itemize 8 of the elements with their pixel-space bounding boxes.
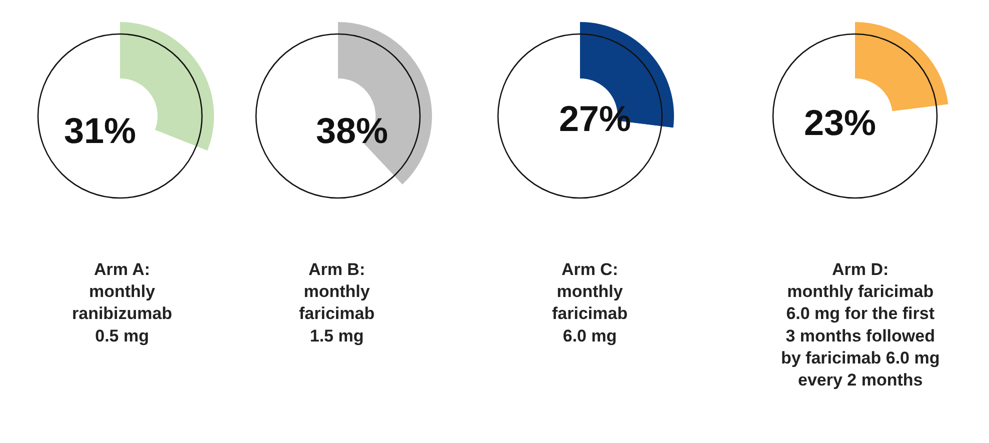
text: Arm D: monthly faricimab 6.0 mg for the first 3 months followed by faricimab 6.0 mg every 2 months: [781, 260, 940, 390]
text: 27%: [559, 98, 632, 139]
text: 31%: [64, 110, 136, 151]
text: Arm B: monthly faricimab 1.5 mg: [299, 260, 375, 346]
text: 23%: [804, 102, 876, 143]
text: 38%: [316, 110, 388, 151]
text: Arm C: monthly faricimab 6.0 mg: [552, 260, 628, 346]
text: Arm A: monthly ranibizumab 0.5 mg: [72, 260, 172, 346]
